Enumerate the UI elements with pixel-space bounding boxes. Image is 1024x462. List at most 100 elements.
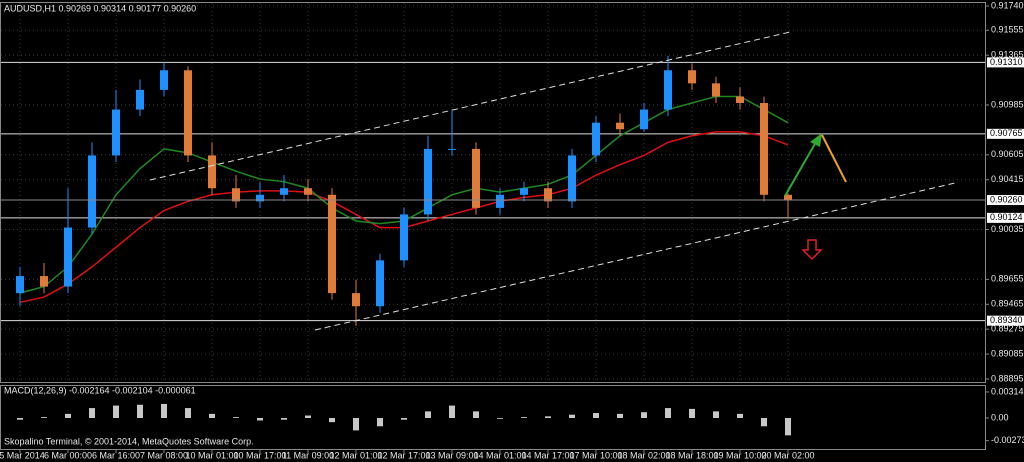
candle-body bbox=[256, 194, 264, 202]
chart-title: AUDUSD,H1 0.90269 0.90314 0.90177 0.9026… bbox=[4, 3, 196, 13]
macd-bar bbox=[41, 417, 47, 418]
macd-bar bbox=[497, 418, 503, 419]
macd-bar bbox=[713, 411, 719, 418]
candle-body bbox=[688, 70, 696, 84]
y-tick-label: 0.91555 bbox=[991, 25, 1024, 35]
y-tick-label: 0.88895 bbox=[991, 373, 1024, 383]
candle-body bbox=[400, 214, 408, 261]
macd-bar bbox=[617, 413, 623, 418]
y-tick-label: 0.89085 bbox=[991, 348, 1024, 358]
candle-body bbox=[184, 70, 192, 156]
candle-body bbox=[568, 155, 576, 202]
y-tick-label: 0.003147 bbox=[991, 386, 1024, 396]
macd-bar bbox=[401, 418, 407, 420]
macd-bar bbox=[593, 413, 599, 418]
candle-body bbox=[712, 83, 720, 97]
macd-bar bbox=[137, 404, 143, 418]
macd-bar bbox=[569, 414, 575, 418]
candle-body bbox=[472, 148, 480, 208]
x-tick-label: 20 Mar 02:00 bbox=[761, 450, 814, 460]
forecast-arrow-down bbox=[821, 134, 847, 183]
macd-bar bbox=[545, 416, 551, 418]
candle-body bbox=[640, 109, 648, 130]
level-label: 0.91310 bbox=[990, 57, 1023, 67]
macd-bar bbox=[449, 405, 455, 418]
macd-bar bbox=[377, 418, 383, 427]
y-tick-label: -0.002737 bbox=[991, 435, 1024, 445]
candle-body bbox=[304, 188, 312, 195]
macd-bar bbox=[761, 418, 767, 427]
macd-bar bbox=[521, 417, 527, 418]
y-tick-label: 0.90985 bbox=[991, 99, 1024, 109]
macd-bar bbox=[161, 403, 167, 418]
macd-title: MACD(12,26,9) -0.002164 -0.002104 -0.000… bbox=[4, 385, 196, 395]
x-tick-label: 17 Mar 10:00 bbox=[569, 450, 622, 460]
sell-signal bbox=[801, 239, 823, 261]
x-tick-label: 18 Mar 18:00 bbox=[665, 450, 718, 460]
macd-bar bbox=[425, 411, 431, 418]
macd-bar bbox=[113, 405, 119, 418]
level-label: 0.90765 bbox=[990, 128, 1023, 138]
y-tick-label: 0.89275 bbox=[991, 324, 1024, 334]
x-tick-label: 14 Mar 17:00 bbox=[521, 450, 574, 460]
macd-bar bbox=[785, 418, 791, 436]
y-tick-label: 0.90035 bbox=[991, 224, 1024, 234]
macd-bar bbox=[17, 418, 23, 420]
y-tick-label: 0.90415 bbox=[991, 174, 1024, 184]
macd-bar bbox=[641, 412, 647, 418]
level-label: 0.90124 bbox=[990, 212, 1023, 222]
x-tick-label: 6 Mar 16:00 bbox=[92, 450, 140, 460]
level-tag bbox=[987, 212, 1024, 223]
candle-body bbox=[496, 194, 504, 208]
candle-body bbox=[64, 227, 72, 287]
candle-body bbox=[16, 276, 24, 294]
macd-bar bbox=[257, 418, 263, 421]
macd-bar bbox=[185, 408, 191, 418]
candle-body bbox=[736, 96, 744, 104]
footer: Skopalino Terminal, © 2001-2014, MetaQuo… bbox=[4, 436, 254, 446]
x-tick-label: 14 Mar 01:00 bbox=[473, 450, 526, 460]
x-tick-label: 10 Mar 01:00 bbox=[185, 450, 238, 460]
x-tick-label: 18 Mar 02:00 bbox=[617, 450, 670, 460]
x-tick-label: 11 Mar 09:00 bbox=[282, 450, 334, 460]
macd-bar bbox=[233, 417, 239, 418]
x-tick-label: 13 Mar 09:00 bbox=[425, 450, 478, 460]
level-tag bbox=[987, 57, 1024, 68]
main-frame bbox=[0, 2, 986, 383]
macd-bar bbox=[281, 418, 287, 420]
macd-bar bbox=[665, 408, 671, 418]
level-tag bbox=[987, 128, 1024, 139]
candle-body bbox=[352, 293, 360, 307]
level-label: 0.89340 bbox=[990, 315, 1023, 325]
macd-bar bbox=[89, 408, 95, 418]
candle-body bbox=[592, 122, 600, 156]
macd-bar bbox=[209, 413, 215, 418]
candle-body bbox=[88, 155, 96, 228]
x-tick-label: 12 Mar 01:00 bbox=[329, 450, 382, 460]
macd-bar bbox=[473, 411, 479, 418]
forecast-arrow-up bbox=[784, 141, 817, 197]
x-tick-label: 5 Mar 2014 bbox=[0, 450, 45, 460]
candle-body bbox=[280, 188, 288, 195]
candle-body bbox=[112, 109, 120, 156]
x-tick-label: 6 Mar 00:00 bbox=[44, 450, 92, 460]
candle-body bbox=[448, 148, 456, 150]
macd-bar bbox=[329, 418, 335, 423]
y-tick-label: 0.89655 bbox=[991, 274, 1024, 284]
arrow-head bbox=[810, 133, 822, 147]
candle-body bbox=[160, 70, 168, 90]
candle-body bbox=[208, 155, 216, 189]
level-tag bbox=[987, 315, 1024, 326]
candle-body bbox=[424, 148, 432, 215]
x-tick-label: 19 Mar 10:00 bbox=[713, 450, 766, 460]
price-tag bbox=[987, 195, 1024, 206]
x-tick-label: 10 Mar 17:00 bbox=[233, 450, 286, 460]
macd-bar bbox=[65, 413, 71, 418]
candle-body bbox=[136, 89, 144, 110]
price-label: 0.90260 bbox=[990, 194, 1023, 204]
candle-body bbox=[664, 70, 672, 110]
macd-bar bbox=[305, 415, 311, 418]
candle-body bbox=[376, 260, 384, 307]
